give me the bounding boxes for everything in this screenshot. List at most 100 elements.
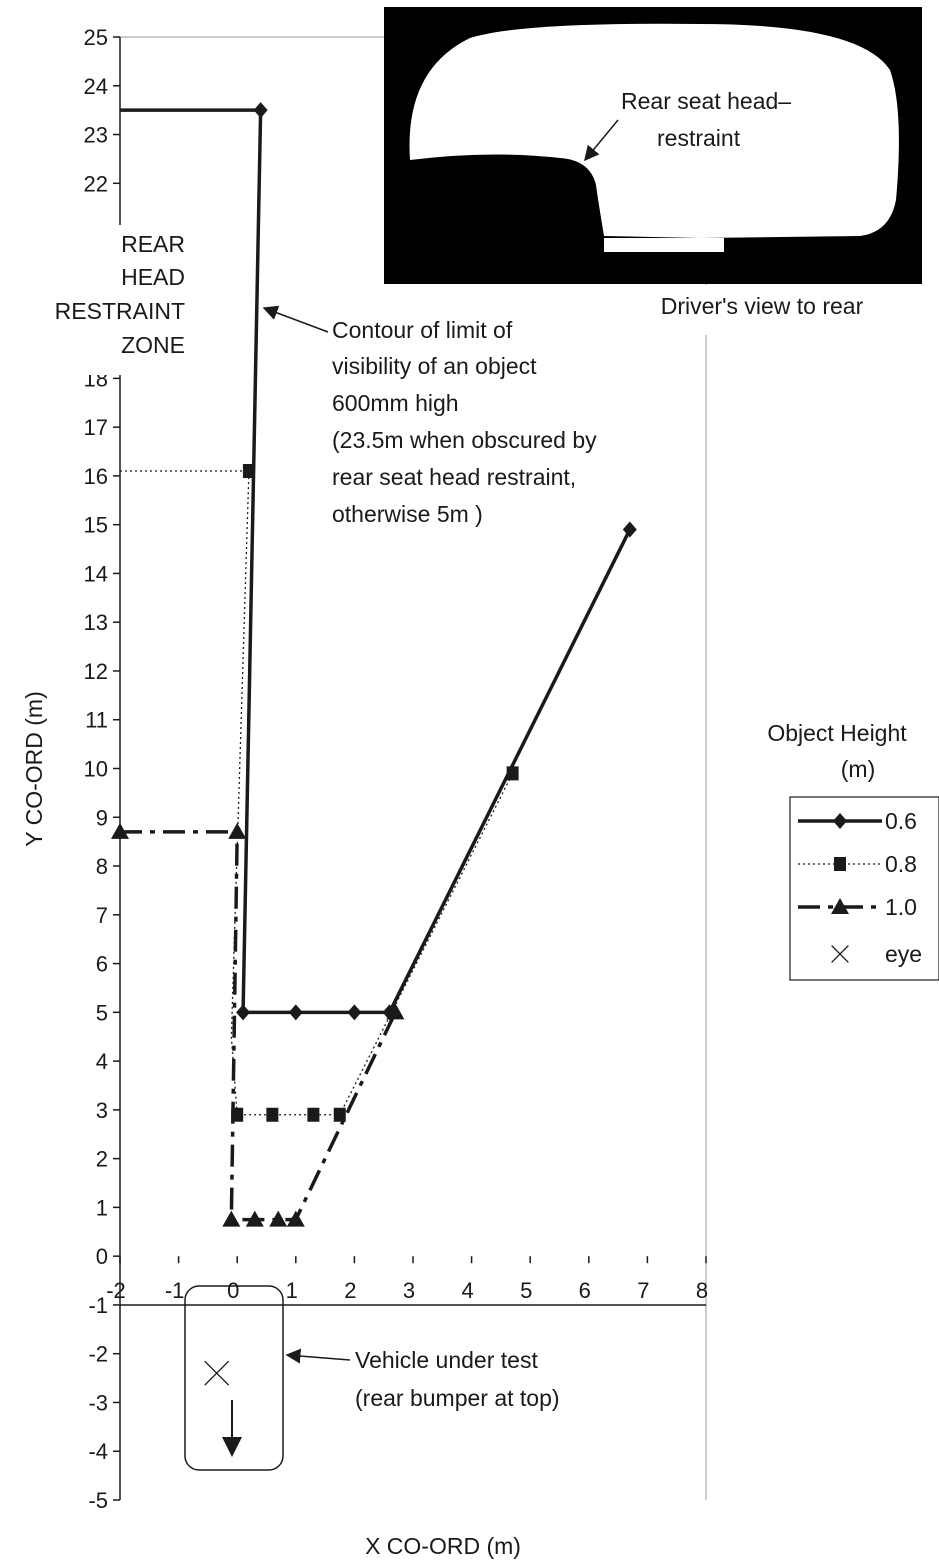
x-tick-label: -2 [106, 1278, 126, 1303]
y-tick-label: -4 [88, 1439, 108, 1464]
y-tick-label: 7 [96, 903, 108, 928]
contour-annotation: Contour of limit of visibility of an obj… [332, 317, 597, 527]
data-point [333, 1107, 346, 1122]
x-tick-label: -1 [165, 1278, 185, 1303]
data-point [386, 1003, 405, 1020]
data-point [288, 1004, 303, 1021]
y-tick-label: 8 [96, 854, 108, 879]
x-tick-label: 4 [461, 1278, 473, 1303]
axis-break-mask [18, 225, 198, 375]
y-tick-label: 25 [84, 25, 108, 50]
series-line [120, 470, 514, 1116]
y-tick-label: -1 [88, 1293, 108, 1318]
y-tick-label: -5 [88, 1488, 108, 1513]
y-tick-label: 12 [84, 659, 108, 684]
x-tick-label: 3 [403, 1278, 415, 1303]
legend-title-line-2: (m) [841, 756, 875, 782]
legend-marker [831, 945, 849, 963]
legend-entry: 0.6 [798, 808, 917, 834]
series-1-0 [111, 822, 405, 1227]
y-tick-label: 14 [84, 561, 108, 586]
inset-label-line-2: restraint [657, 125, 741, 151]
y-tick-label: 1 [96, 1195, 108, 1220]
y-tick-label: 4 [96, 1049, 108, 1074]
legend-label: eye [885, 941, 922, 967]
inset-caption: Driver's view to rear [661, 293, 864, 319]
legend-entry: eye [831, 941, 922, 967]
series-0-8 [120, 464, 519, 1122]
x-tick-label: 0 [227, 1278, 239, 1303]
x-tick-label: 6 [579, 1278, 591, 1303]
series-line [120, 830, 397, 1222]
data-point [269, 1210, 288, 1227]
legend-marker [833, 813, 847, 829]
vehicle-line-2: (rear bumper at top) [355, 1385, 560, 1411]
contour-line-5: rear seat head restraint, [332, 464, 576, 490]
data-point [242, 464, 255, 479]
rear-window-silhouette [409, 23, 899, 239]
y-tick-label: -2 [88, 1342, 108, 1367]
legend-label: 0.6 [885, 808, 917, 834]
contour-line-6: otherwise 5m ) [332, 501, 483, 527]
data-point [111, 822, 129, 839]
contour-line-4: (23.5m when obscured by [332, 427, 597, 453]
series-eye [204, 1360, 230, 1386]
legend-marker [831, 898, 849, 914]
x-tick-label: 1 [286, 1278, 298, 1303]
zone-line-1: REAR [121, 231, 185, 257]
y-tick-label: 5 [96, 1000, 108, 1025]
vehicle-line-1: Vehicle under test [355, 1347, 538, 1373]
y-axis-title: Y CO-ORD (m) [21, 691, 47, 846]
data-point [253, 102, 268, 119]
y-tick-label: 24 [84, 74, 108, 99]
legend-entries: 0.6 0.8 1.0 eye [798, 808, 922, 967]
y-tick-label: 6 [96, 952, 108, 977]
contour-line-3: 600mm high [332, 390, 459, 416]
x-tick-label: 2 [344, 1278, 356, 1303]
data-point [204, 1360, 230, 1386]
y-tick-label: 0 [96, 1244, 108, 1269]
lower-strip [604, 238, 724, 252]
data-point [347, 1004, 362, 1021]
legend-entry: 0.8 [798, 851, 917, 877]
y-tick-label: 3 [96, 1098, 108, 1123]
contour-arrow [262, 305, 329, 333]
data-point [228, 822, 247, 839]
y-tick-label: 23 [84, 123, 108, 148]
y-tick-label: -3 [88, 1390, 108, 1415]
inset-caption-mask [600, 285, 900, 335]
series-layer [111, 102, 637, 1386]
y-tick-label: 22 [84, 171, 108, 196]
vehicle-outline [184, 1285, 284, 1471]
data-point [266, 1107, 279, 1122]
data-point [622, 521, 637, 538]
data-point [286, 1210, 305, 1227]
y-tick-label: 16 [84, 464, 108, 489]
y-tick-label: 17 [84, 415, 108, 440]
data-point [236, 1004, 251, 1021]
contour-line-2: visibility of an object [332, 353, 537, 379]
x-tick-label: 8 [696, 1278, 708, 1303]
contour-line-1: Contour of limit of [332, 317, 513, 343]
zone-line-2: HEAD [121, 264, 185, 290]
legend-label: 0.8 [885, 851, 917, 877]
inset-label-line-1: Rear seat head– [621, 88, 791, 114]
zone-line-4: ZONE [121, 332, 185, 358]
data-point [506, 766, 519, 781]
x-tick-label: 5 [520, 1278, 532, 1303]
vehicle-arrow [285, 1348, 351, 1364]
y-ticks: -5-4-3-2-1012345678910111213141516171822… [84, 25, 120, 1513]
y-tick-label: 10 [84, 757, 108, 782]
zone-line-3: RESTRAINT [55, 298, 185, 324]
legend-marker [834, 857, 846, 871]
data-point [245, 1210, 264, 1227]
y-tick-label: 2 [96, 1147, 108, 1172]
y-tick-label: 11 [85, 708, 108, 733]
x-axis-title: X CO-ORD (m) [365, 1533, 521, 1559]
vehicle-annotation: Vehicle under test (rear bumper at top) [355, 1347, 560, 1411]
data-point [222, 1210, 241, 1227]
legend-box [789, 796, 939, 981]
legend-entry: 1.0 [798, 894, 917, 920]
y-tick-label: 9 [96, 805, 108, 830]
y-tick-label: 13 [84, 610, 108, 635]
